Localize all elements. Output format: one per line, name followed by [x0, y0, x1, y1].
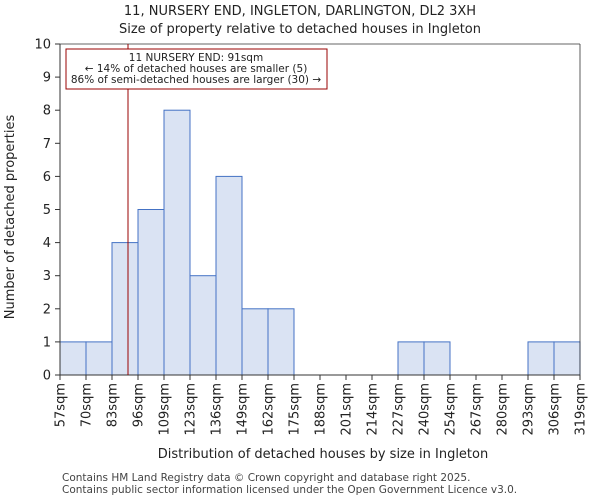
x-tick-label: 254sqm — [444, 383, 459, 436]
annotation-line-3: 86% of semi-detached houses are larger (… — [71, 74, 322, 86]
x-tick-label: 96sqm — [132, 383, 147, 427]
x-tick-label: 227sqm — [392, 383, 407, 436]
x-tick-label: 306sqm — [548, 383, 563, 436]
x-tick-label: 188sqm — [314, 383, 329, 436]
footer-copyright: Contains HM Land Registry data © Crown c… — [62, 472, 471, 484]
bar — [527, 341, 555, 376]
x-tick-label: 109sqm — [158, 383, 173, 436]
x-tick-label: 149sqm — [236, 383, 251, 436]
annotation-line-2: ← 14% of detached houses are smaller (5) — [85, 63, 308, 75]
x-tick-label: 123sqm — [184, 383, 199, 436]
y-tick-label: 0 — [43, 369, 51, 384]
x-tick-label: 293sqm — [522, 383, 537, 436]
chart-title: 11, NURSERY END, INGLETON, DARLINGTON, D… — [124, 4, 476, 19]
bar — [241, 308, 269, 376]
bar — [423, 341, 451, 376]
x-tick-label: 175sqm — [288, 383, 303, 436]
bar — [267, 308, 295, 376]
x-tick-label: 136sqm — [210, 383, 225, 436]
x-tick-label: 319sqm — [574, 383, 589, 436]
bar — [163, 109, 191, 376]
bar — [59, 341, 87, 376]
bar — [111, 242, 139, 376]
x-tick-label: 57sqm — [54, 383, 69, 427]
x-tick-label: 240sqm — [418, 383, 433, 436]
x-tick-label: 70sqm — [80, 383, 95, 427]
bars-group — [59, 109, 581, 376]
y-tick-label: 5 — [43, 203, 51, 218]
x-axis-ticks: 57sqm 70sqm 83sqm 96sqm 109sqm 123sqm 136sqm 14… — [54, 375, 589, 436]
y-tick-label: 9 — [43, 71, 51, 86]
y-tick-label: 8 — [43, 104, 51, 119]
bar — [137, 209, 165, 376]
chart-subtitle: Size of property relative to detached ho… — [119, 22, 481, 37]
x-tick-label: 214sqm — [366, 383, 381, 436]
footer-licence: Contains public sector information licen… — [62, 484, 518, 496]
y-axis-label: Number of detached properties — [3, 115, 18, 320]
y-axis-ticks: 0 1 2 3 4 5 6 7 8 9 10 — [34, 38, 60, 384]
bar — [215, 175, 243, 376]
x-tick-label: 267sqm — [470, 383, 485, 436]
annotation-rect — [65, 48, 328, 90]
y-tick-label: 1 — [43, 335, 51, 350]
annotation-line-1: 11 NURSERY END: 91sqm — [129, 52, 263, 64]
bar — [85, 341, 113, 376]
x-axis-label: Distribution of detached houses by size … — [158, 447, 488, 462]
y-tick-label: 10 — [34, 38, 51, 53]
bar — [553, 341, 581, 376]
y-tick-label: 7 — [43, 137, 51, 152]
y-tick-label: 6 — [43, 170, 51, 185]
x-tick-label: 201sqm — [340, 383, 355, 436]
bar — [189, 275, 217, 376]
x-tick-label: 280sqm — [496, 383, 511, 436]
x-tick-label: 162sqm — [262, 383, 277, 436]
bar — [397, 341, 425, 376]
y-tick-label: 3 — [43, 269, 51, 284]
annotation-box: 11 NURSERY END: 91sqm ← 14% of detached … — [65, 48, 328, 90]
y-tick-label: 2 — [43, 302, 51, 317]
x-tick-label: 83sqm — [106, 383, 121, 427]
y-tick-label: 4 — [43, 236, 51, 251]
